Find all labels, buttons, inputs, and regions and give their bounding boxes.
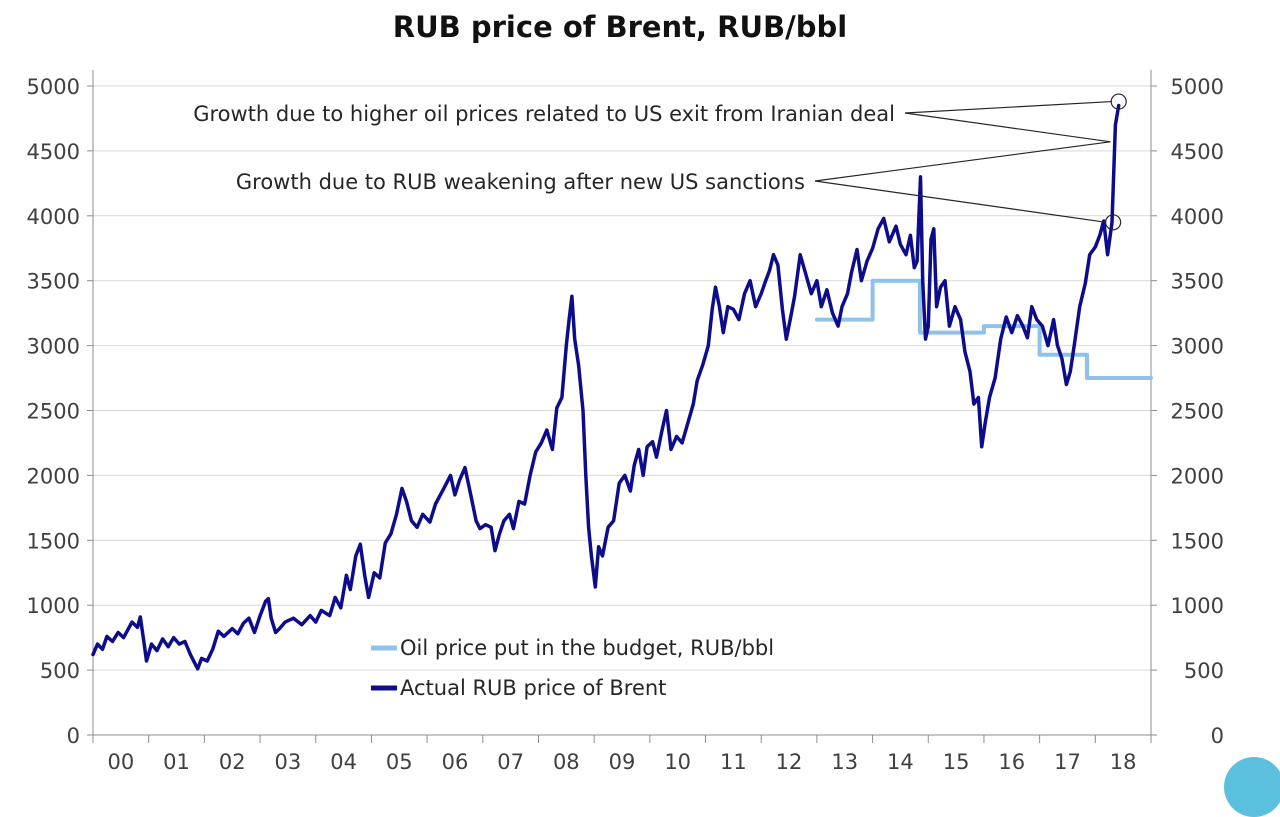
y-tick-label: 4500 (27, 140, 80, 164)
y-tick-label: 500 (1184, 659, 1224, 683)
legend: Oil price put in the budget, RUB/bbl Actu… (371, 636, 774, 700)
y-tick-label: 2500 (27, 400, 80, 424)
y-tick-label: 1000 (27, 594, 80, 618)
annotation-text: Growth due to higher oil prices related … (193, 102, 895, 126)
series-lines (91, 103, 1153, 671)
x-tick-label: 18 (1110, 750, 1137, 774)
x-tick-label: 08 (553, 750, 580, 774)
legend-label: Actual RUB price of Brent (400, 676, 666, 700)
legend-label: Oil price put in the budget, RUB/bbl (400, 636, 774, 660)
series-actual-brent-line (91, 103, 1121, 671)
x-tick-label: 00 (107, 750, 134, 774)
y-axis-right-ticks: 0 500 1000 1500 2000 2500 3000 3500 4000 4500 5000 (1151, 75, 1224, 748)
y-tick-label: 4500 (1171, 140, 1224, 164)
annotation-leader (814, 180, 1107, 223)
x-tick-label: 07 (497, 750, 524, 774)
corner-badge (1224, 757, 1280, 817)
y-tick-label: 2000 (1171, 464, 1224, 488)
x-tick-label: 02 (219, 750, 246, 774)
y-tick-label: 0 (1211, 724, 1224, 748)
x-tick-label: 09 (609, 750, 636, 774)
y-tick-label: 3500 (1171, 270, 1224, 294)
x-tick-label: 14 (887, 750, 914, 774)
x-tick-label: 06 (442, 750, 469, 774)
x-tick-label: 17 (1054, 750, 1081, 774)
x-tick-label: 16 (998, 750, 1025, 774)
y-tick-label: 1500 (1171, 529, 1224, 553)
y-axis-left-ticks: 0 500 1000 1500 2000 2500 3000 3500 4000 4500 5000 (27, 75, 93, 748)
annotation-marker (1110, 93, 1127, 110)
y-tick-label: 4000 (1171, 205, 1224, 229)
annotations: Growth due to higher oil prices related … (193, 93, 1127, 231)
y-tick-label: 3500 (27, 270, 80, 294)
x-tick-label: 01 (163, 750, 190, 774)
chart-title: RUB price of Brent, RUB/bbl (392, 10, 848, 44)
y-tick-label: 1000 (1171, 594, 1224, 618)
y-tick-label: 3000 (1171, 335, 1224, 359)
y-tick-label: 2500 (1171, 400, 1224, 424)
y-tick-label: 5000 (1171, 75, 1224, 99)
x-tick-label: 12 (776, 750, 803, 774)
x-tick-label: 04 (330, 750, 357, 774)
x-tick-label: 13 (831, 750, 858, 774)
annotation-leader (904, 100, 1112, 114)
annotation-leader (904, 112, 1111, 143)
y-tick-label: 1500 (27, 529, 80, 553)
gridlines (93, 85, 1151, 671)
x-axis-ticks: 00 01 02 03 04 05 06 07 08 09 10 11 12 13 14 15 16 17 18 (92, 735, 1152, 774)
annotation-marker (1105, 214, 1122, 231)
annotation-text: Growth due to RUB weakening after new US… (236, 170, 805, 194)
axes (92, 70, 1152, 736)
annotation-leader (814, 141, 1111, 182)
y-tick-label: 0 (67, 724, 80, 748)
y-tick-label: 4000 (27, 205, 80, 229)
chart-canvas: 0500100015002000250030003500400045005000… (27, 70, 1224, 774)
y-tick-label: 500 (40, 659, 80, 683)
y-tick-label: 3000 (27, 335, 80, 359)
series-budget-price-line (814, 278, 1153, 380)
y-tick-label: 5000 (27, 75, 80, 99)
y-tick-label: 2000 (27, 464, 80, 488)
x-tick-label: 11 (720, 750, 747, 774)
x-tick-label: 05 (386, 750, 413, 774)
x-tick-label: 03 (275, 750, 302, 774)
x-tick-label: 10 (664, 750, 691, 774)
x-tick-label: 15 (943, 750, 970, 774)
